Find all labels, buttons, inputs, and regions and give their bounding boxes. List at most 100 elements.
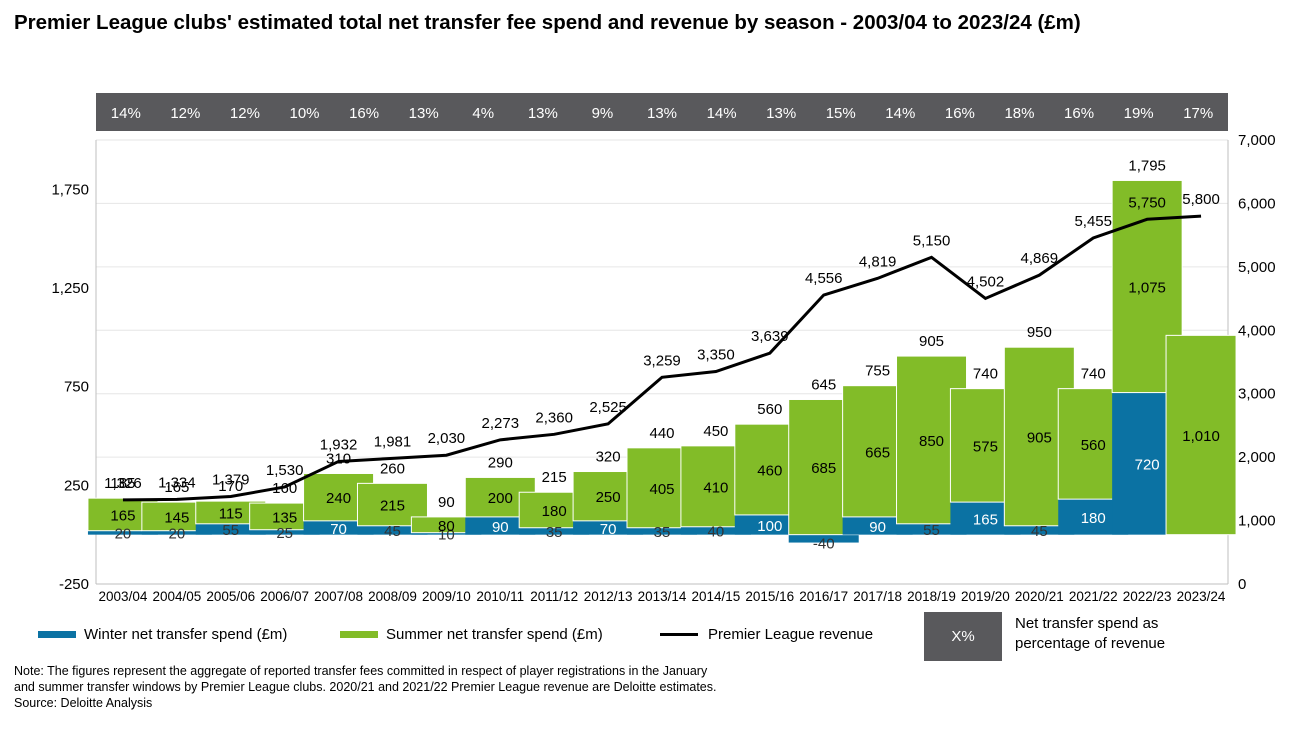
pct-band (96, 93, 1228, 131)
legend-item-summer: Summer net transfer spend (£m) (340, 626, 603, 643)
category-label: 2003/04 (99, 589, 148, 604)
category-label: 2017/18 (853, 589, 902, 604)
summer-bar (1165, 334, 1237, 536)
winter-value-label: -40 (813, 536, 835, 553)
category-label: 2004/05 (152, 589, 201, 604)
total-value-label: 90 (438, 494, 455, 511)
total-value-label: 440 (649, 425, 674, 442)
left-tick-label: 750 (64, 379, 89, 396)
revenue-value-label: 3,259 (643, 352, 681, 369)
category-label: 2018/19 (907, 589, 956, 604)
total-value-label: 950 (1027, 324, 1052, 341)
summer-value-label: 240 (326, 490, 351, 507)
summer-value-label: 410 (703, 479, 728, 496)
legend-label-summer: Summer net transfer spend (£m) (386, 626, 603, 643)
total-value-label: 1,795 (1128, 157, 1166, 174)
category-label: 2014/15 (691, 589, 740, 604)
total-value-label: 215 (542, 469, 567, 486)
total-value-label: 740 (973, 366, 998, 383)
category-label: 2021/22 (1069, 589, 1118, 604)
total-value-label: 740 (1081, 366, 1106, 383)
summer-value-label: 905 (1027, 429, 1052, 446)
legend-label-revenue: Premier League revenue (708, 626, 874, 643)
pct-label: 13% (766, 105, 796, 122)
summer-value-label: 80 (438, 518, 455, 535)
pct-label: 16% (349, 105, 379, 122)
winter-bar (842, 516, 913, 535)
winter-value-label: 25 (276, 525, 293, 542)
winter-bar (788, 534, 859, 543)
category-label: 2020/21 (1015, 589, 1064, 604)
pct-label: 14% (707, 105, 737, 122)
summer-value-label: 215 (380, 498, 405, 515)
left-tick-label: 250 (64, 477, 89, 494)
legend-swatch-revenue (660, 633, 698, 636)
right-tick-label: 1,000 (1238, 513, 1276, 530)
summer-value-label: 405 (649, 481, 674, 498)
category-label: 2006/07 (260, 589, 309, 604)
legend-item-revenue: Premier League revenue (660, 626, 873, 643)
total-value-label: 260 (380, 460, 405, 477)
pct-label: 12% (170, 105, 200, 122)
summer-value-label: 685 (811, 460, 836, 477)
summer-value-label: 1,010 (1182, 428, 1220, 445)
winter-bar (1004, 525, 1075, 535)
pct-label: 14% (885, 105, 915, 122)
category-label: 2010/11 (476, 589, 524, 604)
total-value-label: 185 (110, 475, 135, 492)
pct-label: 13% (647, 105, 677, 122)
legend-swatch-summer (340, 631, 378, 638)
legend: Winter net transfer spend (£m) Summer ne… (0, 612, 1296, 662)
summer-value-label: 115 (219, 505, 243, 522)
chart-title: Premier League clubs' estimated total ne… (14, 11, 1081, 34)
total-value-label: 170 (218, 478, 243, 495)
legend-pct-text: Net transfer spend as percentage of reve… (1015, 614, 1215, 654)
total-value-label: 905 (919, 333, 944, 350)
category-label: 2019/20 (961, 589, 1010, 604)
left-tick-label: 1,750 (51, 181, 89, 198)
pct-label: 10% (290, 105, 320, 122)
total-value-label: 165 (164, 479, 189, 496)
winter-value-label: 100 (757, 518, 782, 535)
category-label: 2005/06 (206, 589, 255, 604)
revenue-value-label: 2,273 (482, 415, 520, 432)
category-label: 2022/23 (1123, 589, 1172, 604)
transfer-spend-chart: 14% 12% 12% 10% 16% 13% 4% 13% 9% 13% 14% 13% 15% 14%… (51, 93, 1276, 604)
revenue-value-label: 5,150 (913, 232, 951, 249)
revenue-value-label: 4,819 (859, 253, 897, 270)
winter-value-label: 90 (869, 519, 886, 536)
winter-bar (465, 516, 536, 535)
left-tick-label: -250 (59, 576, 89, 593)
revenue-value-label: 1,334 (158, 474, 196, 491)
pct-label: 4% (472, 105, 494, 122)
winter-value-label: 40 (708, 524, 725, 541)
pct-label: 15% (826, 105, 856, 122)
revenue-value-label: 1,981 (374, 433, 412, 450)
pct-label: 13% (409, 105, 439, 122)
pct-label: 16% (1064, 105, 1094, 122)
winter-value-label: 165 (973, 511, 998, 528)
legend-pct-text-line2: percentage of revenue (1015, 635, 1166, 652)
category-label: 2011/12 (530, 589, 578, 604)
winter-bar (87, 530, 158, 535)
pct-label: 18% (1004, 105, 1034, 122)
winter-value-label: 20 (169, 526, 186, 543)
winter-value-label: 35 (654, 524, 671, 541)
pct-label: 16% (945, 105, 975, 122)
legend-item-winter: Winter net transfer spend (£m) (38, 626, 287, 643)
summer-value-label: 460 (757, 463, 782, 480)
pct-label: 13% (528, 105, 558, 122)
revenue-value-label: 4,869 (1021, 250, 1059, 267)
summer-value-label: 665 (865, 444, 890, 461)
winter-bar (627, 527, 697, 535)
category-label: 2009/10 (422, 589, 471, 604)
winter-value-label: 720 (1135, 457, 1160, 474)
legend-label-winter: Winter net transfer spend (£m) (84, 626, 288, 643)
revenue-value-label: 2,030 (428, 430, 466, 447)
winter-bar (519, 527, 590, 535)
summer-value-label: 560 (1081, 437, 1106, 454)
winter-bar (896, 523, 967, 535)
winter-value-label: 90 (492, 519, 509, 536)
winter-bar (249, 529, 320, 535)
legend-swatch-winter (38, 631, 76, 638)
